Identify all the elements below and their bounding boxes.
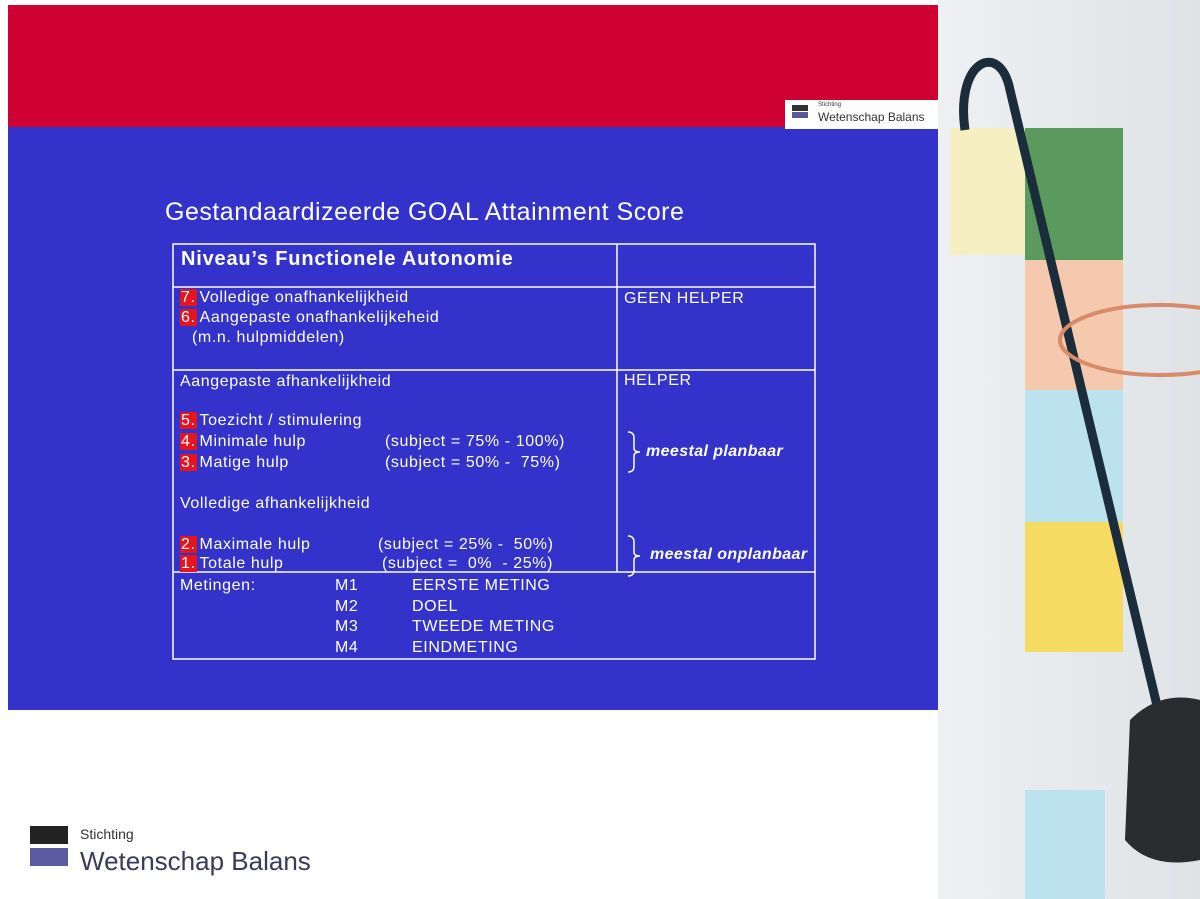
measurement-code: M2 [335,597,358,617]
footer-logo-line1: Stichting [80,826,134,842]
measurement-code: M3 [335,617,358,637]
measurements-label: Metingen: [180,576,256,596]
item: 3.Matige hulp [180,453,289,473]
item-range: (subject = 75% - 100%) [385,432,565,452]
slide-title: Gestandaardizeerde GOAL Attainment Score [165,198,684,227]
item-range: (subject = 50% - 75%) [385,453,561,473]
note-unplanned: meestal onplanbaar [650,546,807,564]
measurement-name: DOEL [412,597,458,617]
item: 2.Maximale hulp [180,535,311,555]
section-heading: Volledige afhankelijkheid [180,494,370,514]
logo-small-line1: Stichting [818,102,841,108]
item-text: Minimale hulp [200,433,307,450]
item-number: 6. [180,309,197,326]
footer-logo-line2: Wetenschap Balans [80,846,311,877]
item-range: (subject = 25% - 50%) [378,535,554,555]
item: 4.Minimale hulp [180,432,306,452]
measurement-name: TWEEDE METING [412,617,555,637]
item-text: Totale hulp [200,555,284,572]
item-number: 7. [180,289,197,306]
item-number: 1. [180,555,197,572]
table-header: Niveau’s Functionele Autonomie [181,248,514,271]
item-text: Matige hulp [200,454,289,471]
item: 1.Totale hulp [180,554,284,574]
item-number: 3. [180,454,197,471]
section-heading: Aangepaste afhankelijkheid [180,372,391,392]
helper-label: GEEN HELPER [624,289,744,309]
note-planned: meestal planbaar [646,443,783,461]
item-text: Aangepaste onafhankelijkeheid [200,309,440,326]
item-note: (m.n. hulpmiddelen) [192,328,345,348]
item-text: Volledige onafhankelijkheid [200,289,409,306]
measurement-code: M4 [335,638,358,658]
measurement-name: EERSTE METING [412,576,550,596]
item-text: Toezicht / stimulering [200,412,363,429]
measurement-code: M1 [335,576,358,596]
helper-label: HELPER [624,371,692,391]
item: 7.Volledige onafhankelijkheid [180,288,409,308]
logo-small-line2: Wetenschap Balans [818,110,925,124]
page: Stichting Wetenschap Balans Gestandaardi… [0,0,1200,899]
item-number: 5. [180,412,197,429]
item: 5.Toezicht / stimulering [180,411,362,431]
item: 6.Aangepaste onafhankelijkeheid [180,308,439,328]
item-text: Maximale hulp [200,536,311,553]
item-number: 4. [180,433,197,450]
item-range: (subject = 0% - 25%) [382,554,553,574]
item-number: 2. [180,536,197,553]
measurement-name: EINDMETING [412,638,518,658]
